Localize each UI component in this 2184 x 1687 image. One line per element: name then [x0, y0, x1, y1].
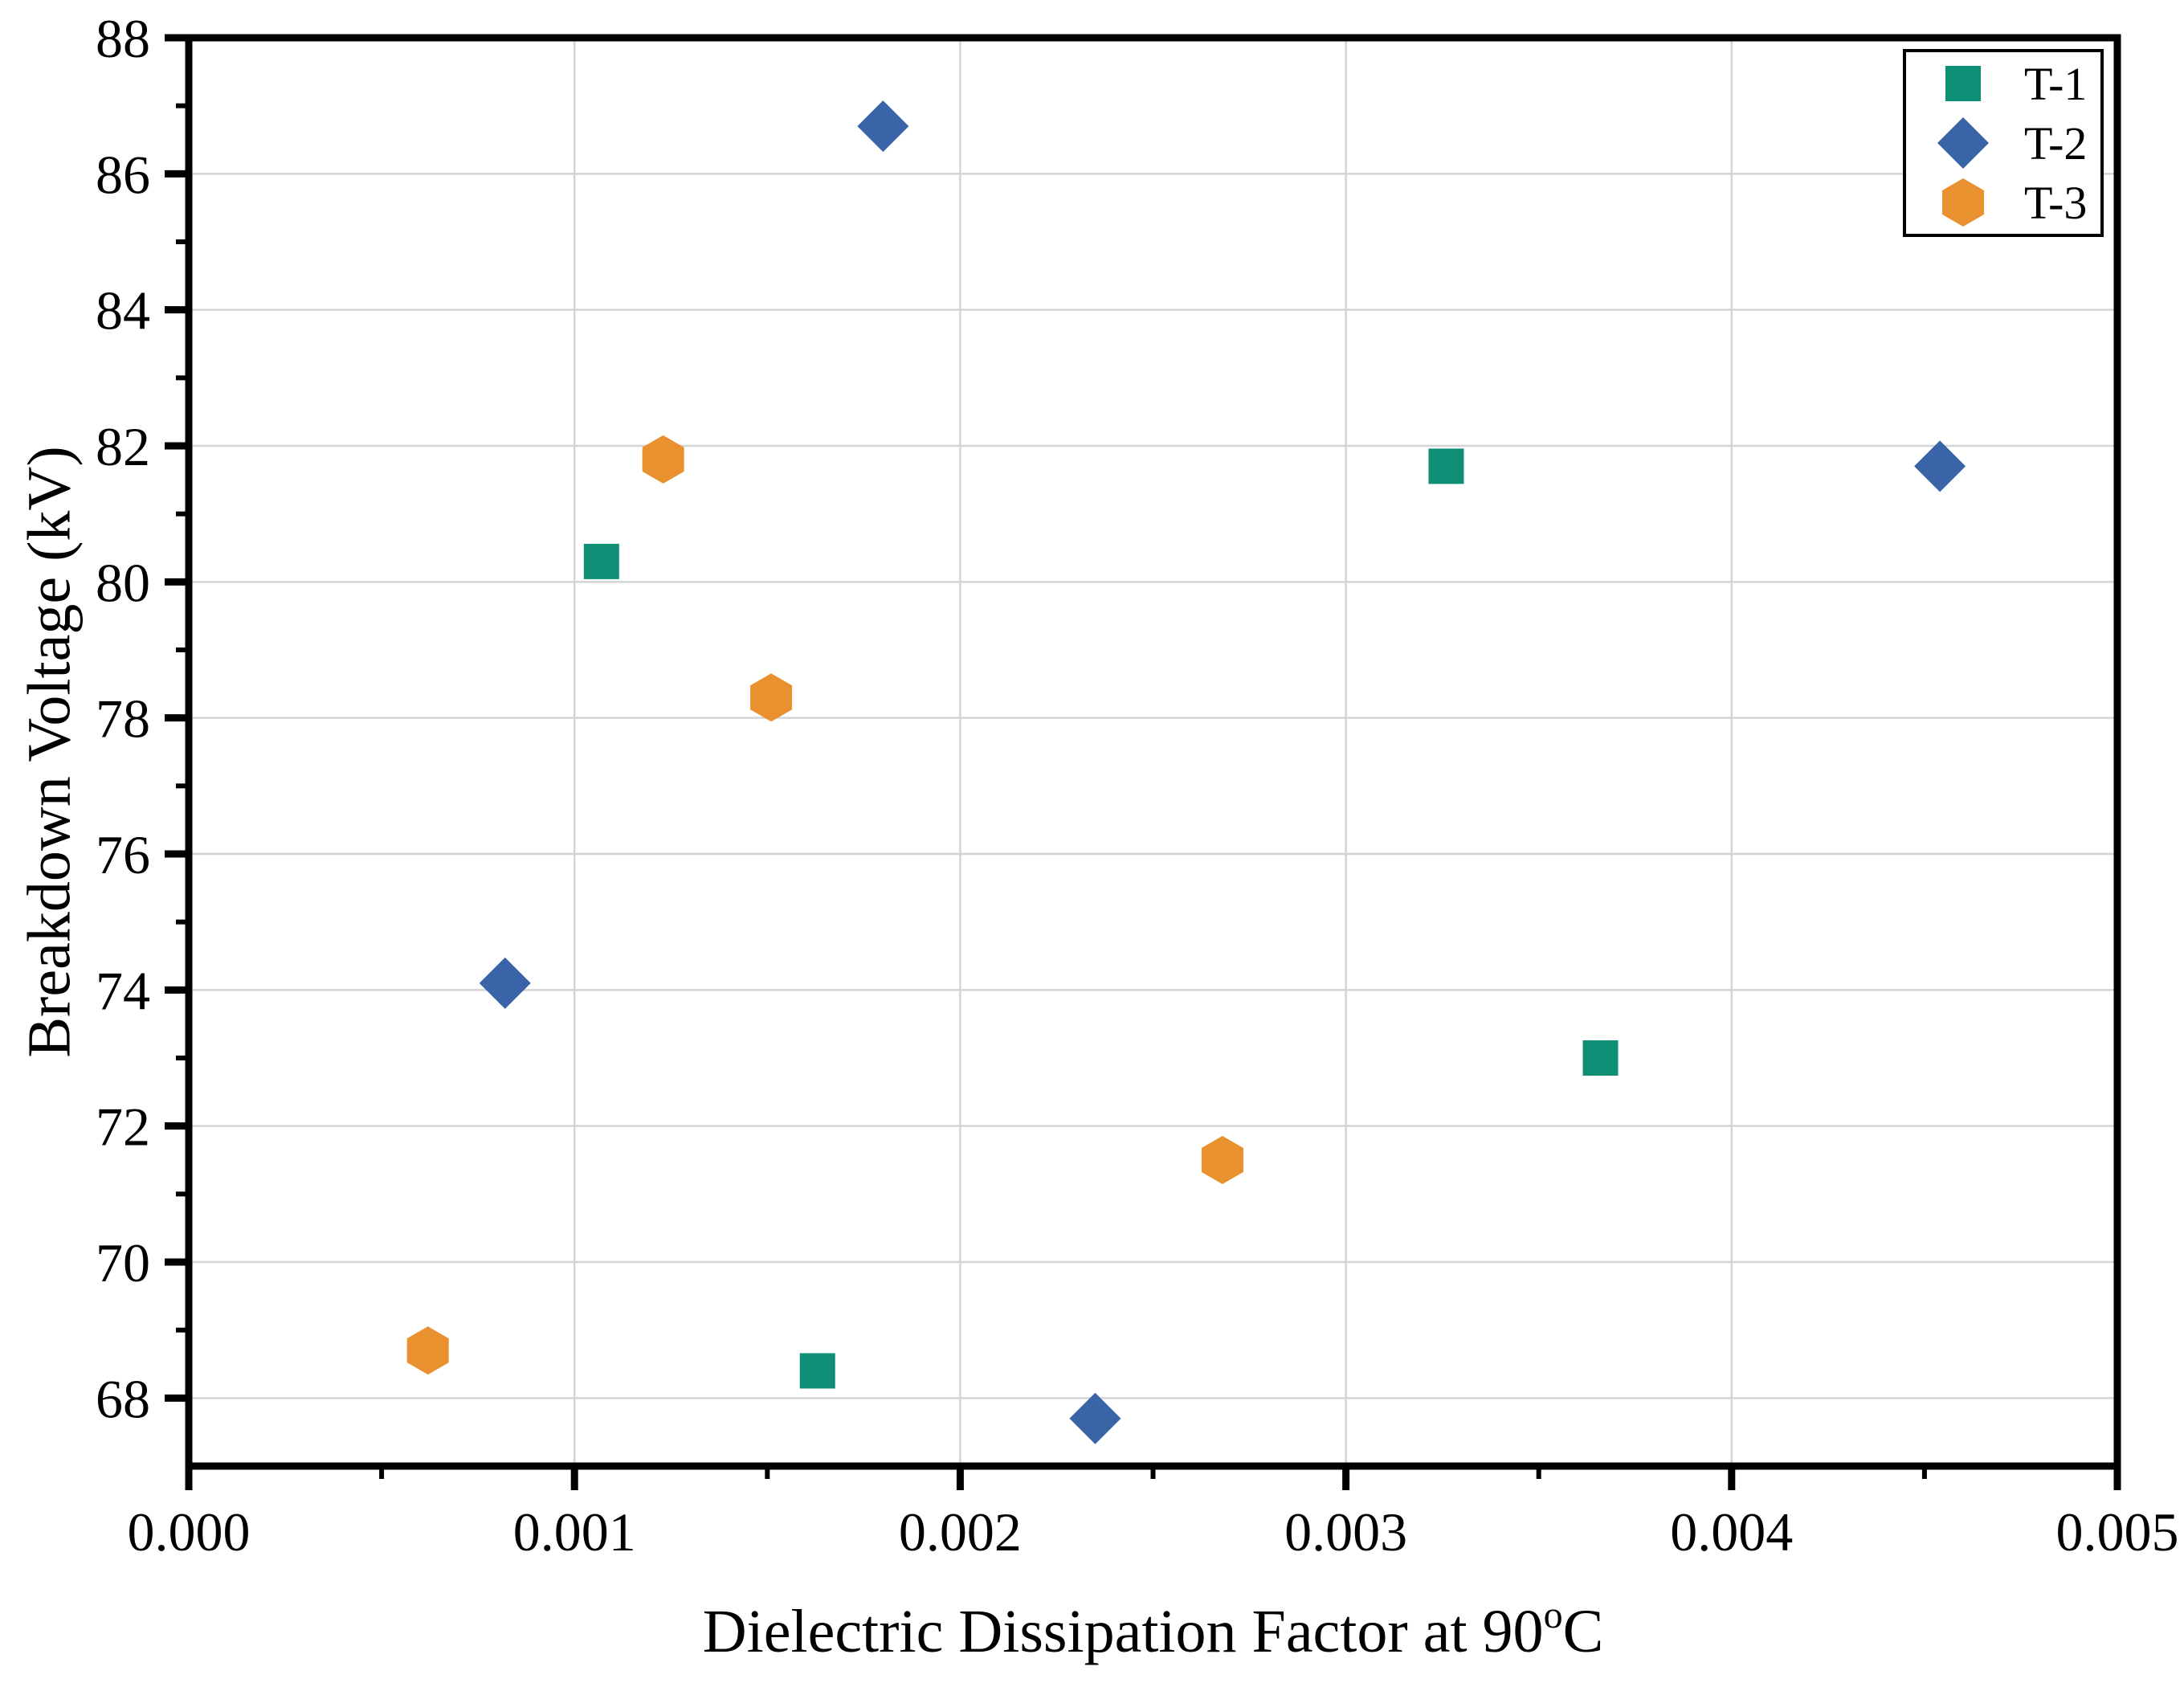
legend: T-1 T-2 T-3 [1903, 49, 2104, 237]
x-tick-label: 0.001 [513, 1501, 636, 1562]
legend-marker-t-1 [1945, 66, 1981, 101]
data-point-t-3 [750, 673, 793, 722]
x-tick-label: 0.003 [1284, 1501, 1407, 1562]
y-tick-label: 80 [96, 552, 150, 613]
data-point-t-1 [1428, 448, 1464, 484]
data-point-t-3 [642, 435, 684, 484]
legend-label-t-2: T-2 [2024, 117, 2087, 170]
data-point-t-2 [1069, 1392, 1121, 1444]
y-tick-label: 84 [96, 280, 150, 341]
y-tick-label: 78 [96, 688, 150, 750]
y-axis-title: Breakdown Voltage (kV) [15, 446, 84, 1058]
x-axis-title: Dielectric Dissipation Factor at 90oC [189, 1594, 2117, 1667]
data-point-t-2 [857, 100, 909, 153]
legend-label-t-3: T-3 [2024, 177, 2087, 229]
x-axis-title-unit: C [1562, 1598, 1604, 1665]
data-point-t-1 [799, 1353, 835, 1389]
y-tick-label: 70 [96, 1232, 150, 1293]
plot-frame [185, 34, 2121, 1470]
data-point-t-3 [1201, 1136, 1243, 1184]
y-tick-label: 88 [96, 8, 150, 69]
y-tick-label: 72 [96, 1097, 150, 1158]
x-tick-label: 0.004 [1670, 1501, 1793, 1562]
x-axis-title-superscript: o [1543, 1594, 1563, 1636]
x-tick-label: 0.002 [899, 1501, 1022, 1562]
legend-marker-t-2 [1937, 117, 1989, 169]
y-tick-label: 74 [96, 960, 150, 1021]
legend-marker-t-3 [1942, 178, 1984, 227]
y-tick-label: 76 [96, 824, 150, 885]
x-tick-label: 0.005 [2056, 1501, 2179, 1562]
data-point-t-3 [406, 1326, 449, 1375]
y-tick-label: 68 [96, 1368, 150, 1429]
data-point-t-1 [1582, 1040, 1619, 1076]
legend-label-t-1: T-1 [2024, 58, 2087, 110]
data-point-t-2 [1914, 440, 1966, 492]
x-tick-label: 0.000 [128, 1501, 251, 1562]
data-point-t-1 [583, 543, 619, 579]
y-tick-label: 82 [96, 416, 150, 477]
data-point-t-2 [479, 957, 531, 1009]
y-tick-label: 86 [96, 144, 150, 205]
x-axis-title-text: Dielectric Dissipation Factor at 90 [702, 1598, 1544, 1665]
